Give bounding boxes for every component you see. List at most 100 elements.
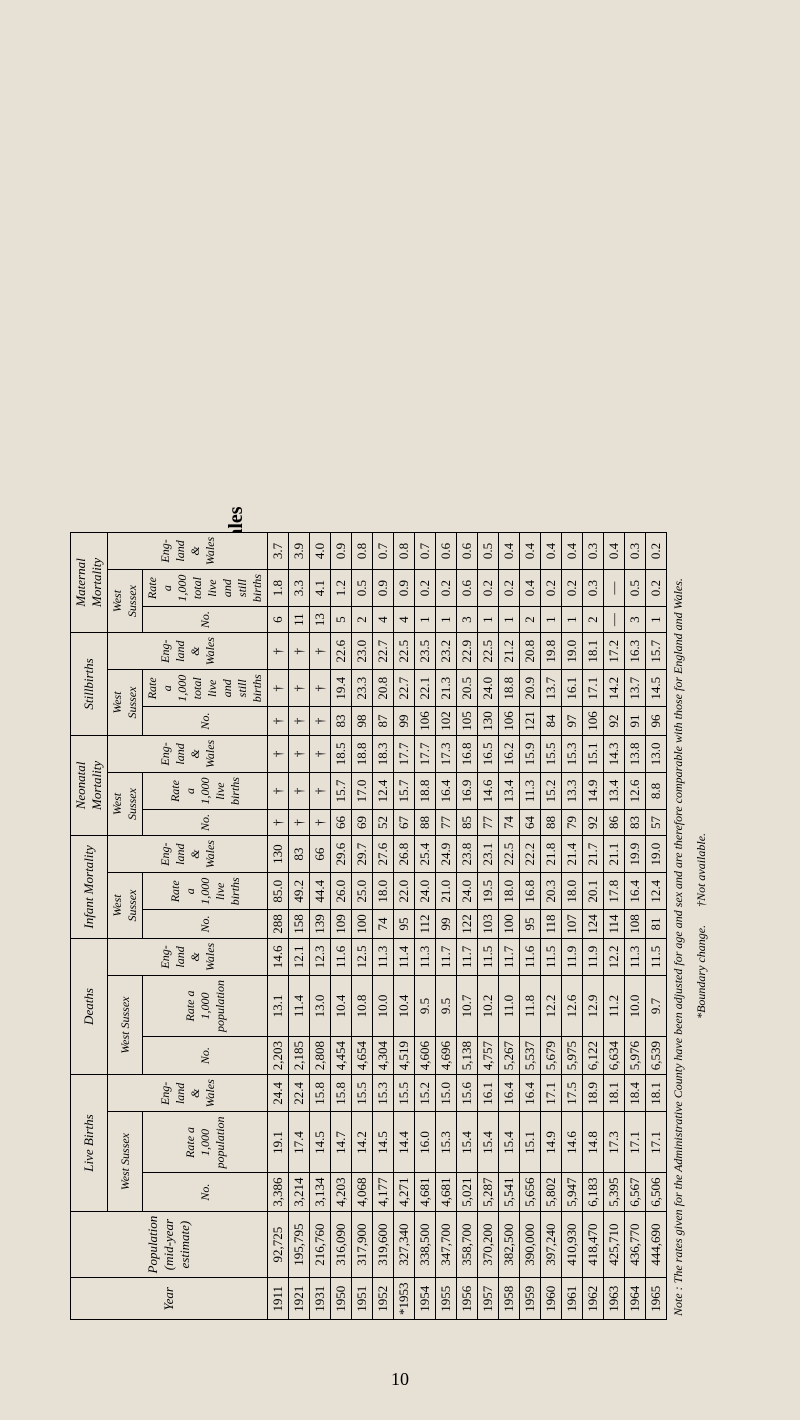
cell-mm_n: 6 [268,607,289,633]
cell-sb_n: 97 [562,707,583,736]
cell-im_w: 21.0 [436,873,457,910]
cell-sb_e: 19.8 [541,633,562,670]
cell-d_e: 11.7 [499,938,520,975]
cell-d_w: 12.2 [541,976,562,1037]
cell-lb_n: 4,681 [436,1173,457,1211]
cell-mm_e: 0.4 [520,532,541,569]
cell-sb_e: 17.2 [604,633,625,670]
cell-lb_w: 14.2 [352,1112,373,1173]
cell-mm_e: 3.7 [268,532,289,569]
cell-lb_e: 17.1 [541,1075,562,1112]
cell-im_w: 25.0 [352,873,373,910]
cell-nm_w: 13.4 [604,773,625,810]
cell-d_n: 2,808 [310,1037,331,1075]
cell-im_w: 12.4 [646,873,667,910]
cell-pop: 390,000 [520,1211,541,1278]
cell-nm_w: 13.3 [562,773,583,810]
cell-lb_w: 14.8 [583,1112,604,1173]
cell-sb_n: 121 [520,707,541,736]
cell-mm_w: 1.2 [331,570,352,607]
cell-nm_n: 66 [331,810,352,836]
cell-mm_n: 1 [499,607,520,633]
table-row: 1931216,7603,13414.515.82,80813.012.3139… [310,532,331,1319]
cell-im_w: 20.1 [583,873,604,910]
cell-im_n: 100 [499,910,520,939]
cell-sb_n: 92 [604,707,625,736]
cell-mm_n: 5 [331,607,352,633]
cell-d_e: 12.2 [604,938,625,975]
cell-mm_e: 0.8 [394,532,415,569]
cell-im_e: 21.4 [562,836,583,873]
sect-maternal-mortality: Maternal Mortality [71,532,108,632]
cell-nm_n: 57 [646,810,667,836]
cell-y: 1954 [415,1278,436,1320]
cell-mm_w: 0.9 [394,570,415,607]
cell-im_e: 21.7 [583,836,604,873]
cell-lb_w: 15.4 [478,1112,499,1173]
cell-im_e: 23.8 [457,836,478,873]
cell-nm_n: 74 [499,810,520,836]
cell-mm_n: 11 [289,607,310,633]
cell-lb_n: 4,271 [394,1173,415,1211]
cell-sb_w: 22.7 [394,670,415,707]
cell-d_w: 11.8 [520,976,541,1037]
cell-im_e: 19.9 [625,836,646,873]
mm-no: No. [143,607,268,633]
cell-mm_w: 0.2 [436,570,457,607]
sb-rate: Rate a 1,000 total live and still births [143,670,268,707]
cell-sb_e: 22.5 [394,633,415,670]
cell-d_e: 12.3 [310,938,331,975]
cell-d_n: 6,122 [583,1037,604,1075]
cell-y: 1911 [268,1278,289,1320]
cell-lb_n: 3,214 [289,1173,310,1211]
cell-d_e: 11.6 [520,938,541,975]
cell-im_w: 85.0 [268,873,289,910]
cell-sb_w: † [310,670,331,707]
cell-mm_n: 3 [457,607,478,633]
cell-im_w: 19.5 [478,873,499,910]
cell-pop: 347,700 [436,1211,457,1278]
table-row: 1963425,7105,39517.318.16,63411.212.2114… [604,532,625,1319]
cell-sb_w: 24.0 [478,670,499,707]
cell-y: 1964 [625,1278,646,1320]
nm-ws: West Sussex [108,773,143,836]
cell-d_w: 9.7 [646,976,667,1037]
cell-pop: 444,690 [646,1211,667,1278]
cell-d_n: 2,203 [268,1037,289,1075]
cell-nm_e: 13.0 [646,735,667,772]
table-row: 1965444,6906,50617.118.16,5399.711.58112… [646,532,667,1319]
cell-im_e: 130 [268,836,289,873]
cell-d_e: 11.9 [583,938,604,975]
cell-d_e: 11.7 [436,938,457,975]
cell-nm_n: 85 [457,810,478,836]
cell-nm_n: 64 [520,810,541,836]
cell-mm_n: 13 [310,607,331,633]
cell-lb_e: 18.1 [646,1075,667,1112]
cell-lb_e: 15.2 [415,1075,436,1112]
cell-d_n: 5,537 [520,1037,541,1075]
cell-mm_w: — [604,570,625,607]
cell-nm_e: 17.7 [394,735,415,772]
cell-im_w: 16.4 [625,873,646,910]
cell-lb_w: 17.1 [646,1112,667,1173]
cell-lb_n: 4,177 [373,1173,394,1211]
cell-mm_e: 0.6 [457,532,478,569]
cell-d_e: 11.3 [415,938,436,975]
cell-sb_w: † [289,670,310,707]
cell-sb_w: 17.1 [583,670,604,707]
cell-im_w: 24.0 [457,873,478,910]
cell-lb_e: 16.4 [499,1075,520,1112]
cell-d_w: 13.1 [268,976,289,1037]
table-row: 1955347,7004,68115.315.04,6969.511.79921… [436,532,457,1319]
cell-nm_e: 15.5 [541,735,562,772]
cell-im_w: 18.0 [373,873,394,910]
cell-nm_n: 92 [583,810,604,836]
cell-lb_w: 14.9 [541,1112,562,1173]
cell-im_n: 95 [394,910,415,939]
cell-im_n: 122 [457,910,478,939]
cell-sb_e: 22.9 [457,633,478,670]
cell-sb_n: 99 [394,707,415,736]
cell-mm_n: 1 [646,607,667,633]
cell-nm_n: 86 [604,810,625,836]
cell-lb_e: 16.1 [478,1075,499,1112]
